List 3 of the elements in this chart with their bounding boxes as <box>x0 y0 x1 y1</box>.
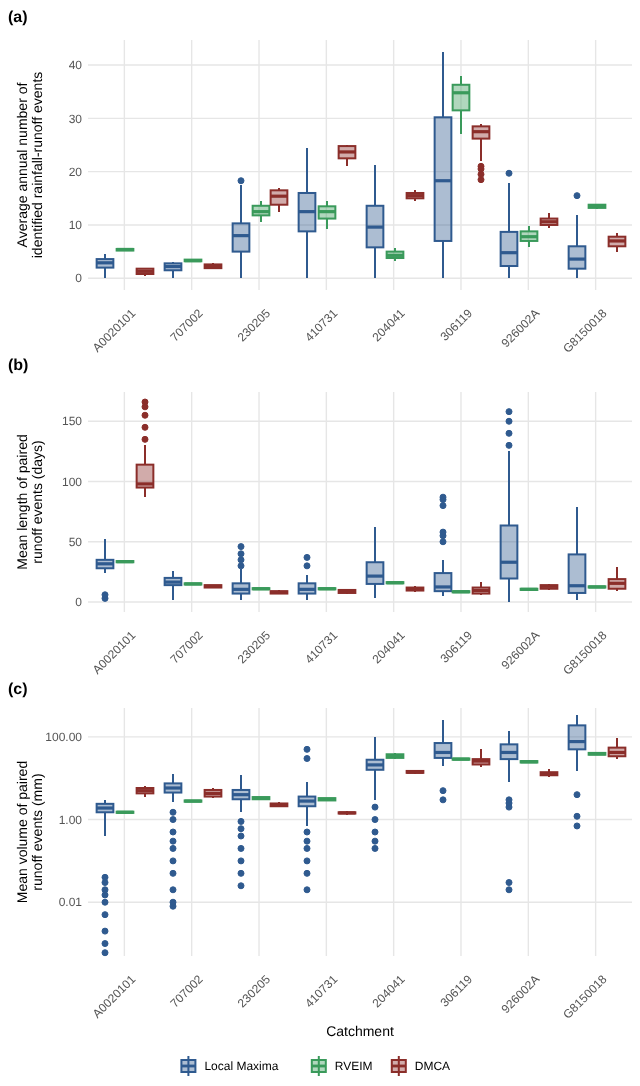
chart-title: (a) <box>8 8 29 26</box>
chart-title: (c) <box>8 680 29 698</box>
chart-title: (b) <box>8 356 30 374</box>
